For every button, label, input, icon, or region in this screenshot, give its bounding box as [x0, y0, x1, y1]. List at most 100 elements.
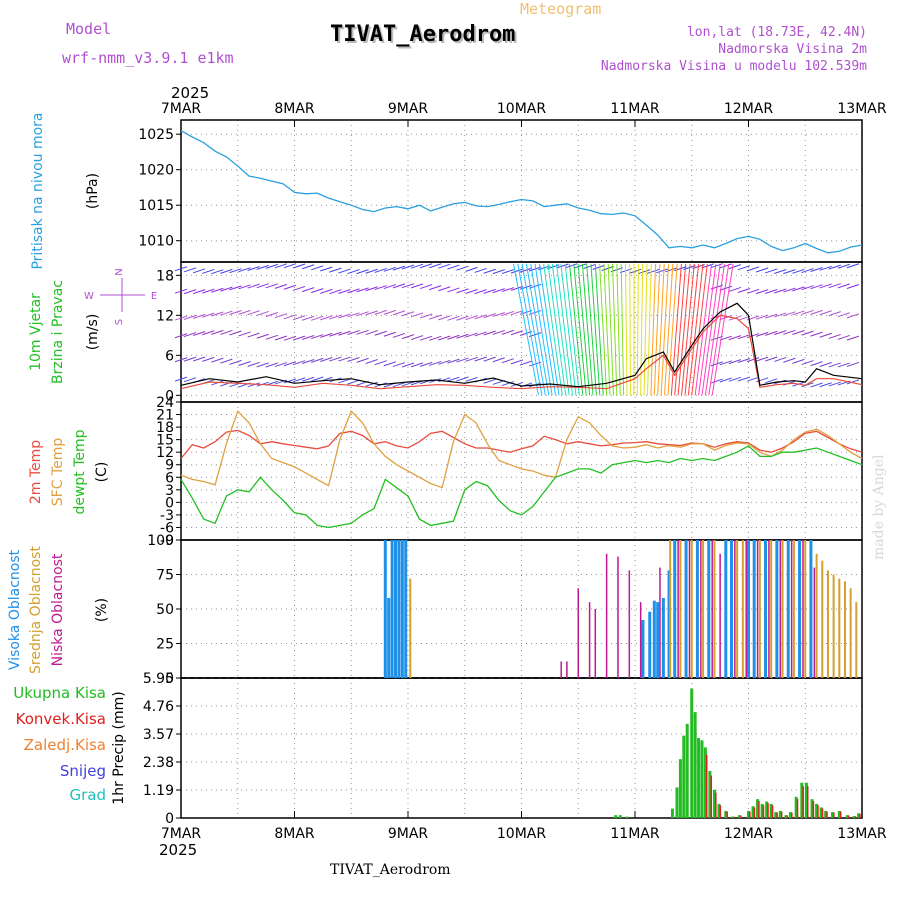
wind-arrow	[265, 362, 278, 368]
wind-arrow	[592, 264, 605, 270]
model-label: Model	[66, 20, 112, 38]
low-cloud-bar	[577, 588, 579, 678]
wind-arrow	[274, 313, 288, 319]
wind-fan-line	[581, 263, 594, 396]
low-cloud-bar	[560, 661, 562, 678]
wind-arrow	[837, 334, 850, 340]
wind-arrow	[365, 381, 378, 387]
wind-arrow	[174, 333, 188, 339]
high-cloud-bar	[383, 540, 387, 678]
wind-fan-line	[517, 263, 543, 396]
wind-arrow	[311, 288, 324, 294]
wind-arrow	[438, 359, 451, 365]
x-tick-label-top: 9MAR	[388, 101, 429, 117]
mid-cloud-bar	[855, 602, 858, 678]
wind-arrow	[547, 264, 560, 270]
wind-arrow	[483, 356, 496, 362]
wind-arrow	[810, 361, 823, 367]
wind-arrow	[837, 263, 850, 269]
wind-arrow	[429, 263, 442, 269]
wind-arrow	[810, 382, 823, 388]
wind-arrow	[247, 332, 260, 338]
precip-conv-bar	[826, 811, 828, 818]
wind-fan-line	[640, 263, 644, 396]
wind-fan-line	[629, 263, 631, 396]
wind-arrow	[338, 378, 351, 384]
wind-arrow	[583, 263, 596, 269]
wind-arrow	[211, 329, 224, 335]
wind-fan-line	[636, 263, 639, 396]
wind-arrow	[465, 266, 478, 272]
wind-arrow	[492, 288, 505, 294]
high-cloud-bar	[673, 540, 677, 678]
wind-arrow	[211, 357, 224, 363]
wind-fan-line	[708, 263, 730, 396]
wind-arrow	[719, 315, 732, 321]
wind-arrow	[456, 376, 469, 382]
wind-arrow	[783, 269, 796, 275]
wind-arrow	[247, 361, 260, 367]
low-cloud-bar	[802, 540, 804, 678]
low-cloud-bar	[734, 540, 736, 678]
mid-cloud-bar	[409, 578, 412, 678]
wind-fan-line	[684, 263, 700, 396]
wind-fan-line	[677, 263, 691, 396]
wind-arrow	[274, 335, 288, 341]
wind-arrow	[438, 315, 451, 321]
wind-arrow	[737, 288, 751, 293]
wind-arrow	[647, 268, 660, 274]
wind-arrow	[501, 381, 515, 387]
high-cloud-bar	[707, 540, 711, 678]
wind-arrow	[438, 335, 451, 341]
precip-legend-item: Snijeg	[60, 762, 106, 780]
wind-arrow	[320, 315, 333, 321]
precip-conv-bar	[839, 811, 842, 818]
wind-arrow	[392, 362, 406, 368]
precip-total-bar	[765, 801, 769, 818]
wind-arrow	[765, 356, 778, 362]
wind-arrow	[510, 310, 524, 316]
y-tick-label: 0	[165, 388, 174, 404]
high-cloud-bar	[404, 540, 408, 678]
precip-total-bar	[784, 815, 788, 818]
wind-arrow	[774, 330, 787, 336]
wind-fan-line	[701, 263, 721, 396]
precip-legend-item: Konvek.Kisa	[16, 710, 106, 728]
precip-total-bar	[788, 812, 792, 818]
wind-arrow	[356, 357, 369, 363]
pressure-ylabel: Pritisak na nivou mora	[30, 112, 46, 269]
wind-arrow	[311, 357, 324, 363]
wind-arrow	[247, 283, 260, 289]
temp2m-ylabel: 2m Temp	[28, 440, 44, 504]
high-cloud-bar	[764, 540, 768, 678]
wind-arrow	[746, 376, 760, 382]
mid-cloud-bar	[736, 540, 739, 678]
precip-conv-bar	[771, 805, 774, 818]
precip-total-bar	[618, 815, 622, 818]
wind-arrow	[183, 332, 197, 338]
x-tick-label-top: 7MAR	[161, 101, 202, 117]
wind-arrow	[501, 310, 515, 316]
wind-arrow	[447, 315, 460, 321]
mid-cloud-bar-group	[409, 540, 858, 678]
wind-arrow	[283, 314, 297, 320]
precip-total-bar	[819, 807, 823, 818]
precip-total-bar	[830, 812, 834, 818]
y-tick-label: 25	[156, 637, 174, 653]
wind-arrow	[383, 309, 396, 315]
precip-total-bar	[614, 815, 618, 818]
wind-arrow	[456, 288, 469, 294]
wind-arrow	[556, 263, 569, 269]
wind-arrow	[719, 335, 732, 341]
wind-arrow	[783, 311, 796, 317]
wind-speed-line	[180, 302, 863, 388]
model-name: wrf-nmm_v3.9.1 e1km	[62, 49, 234, 67]
wind-arrow	[202, 356, 215, 362]
wind-arrow	[392, 283, 406, 289]
low-cloud-bar	[594, 609, 597, 678]
wind-arrow	[238, 309, 251, 315]
high-cloud-bar	[684, 540, 688, 678]
wind-arrow	[265, 334, 278, 340]
wind-arrow	[292, 315, 306, 321]
wind-arrow	[719, 263, 732, 269]
